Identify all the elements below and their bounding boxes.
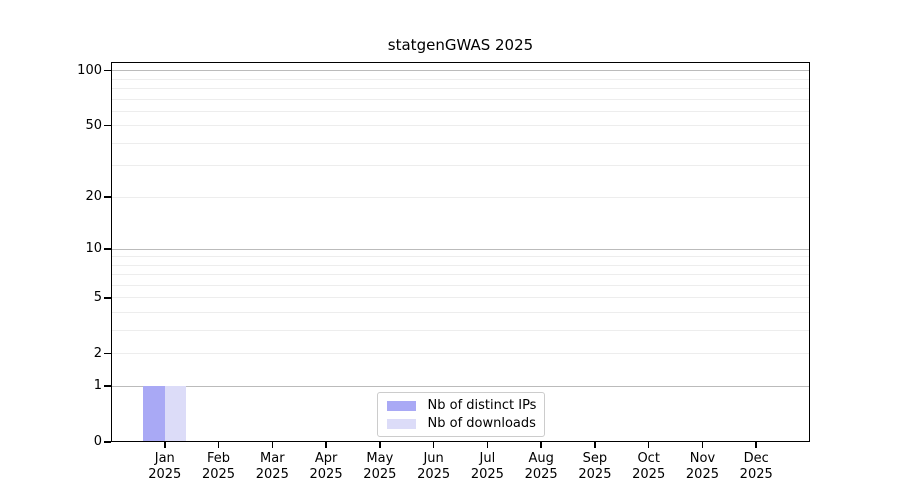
minor-gridline	[111, 312, 810, 314]
x-tick-label-line: Sep	[582, 451, 608, 466]
x-tick-label-line: 2025	[685, 467, 719, 482]
x-tick-label-line: 2025	[255, 467, 289, 482]
y-tick-mark	[104, 196, 111, 198]
x-tick-label: Jan 2025	[125, 451, 205, 483]
minor-gridline	[111, 165, 810, 167]
x-tick-label: Apr 2025	[286, 451, 366, 483]
x-tick-mark	[540, 442, 542, 448]
x-tick-label: May 2025	[340, 451, 420, 483]
chart-title: statgenGWAS 2025	[387, 36, 534, 54]
x-tick-label: Jun 2025	[394, 451, 474, 483]
y-tick-mark	[104, 441, 111, 443]
y-tick-mark	[104, 385, 111, 387]
y-tick-mark	[104, 248, 111, 250]
minor-gridline	[111, 297, 810, 299]
minor-gridline	[111, 256, 810, 258]
x-tick-mark	[486, 442, 489, 448]
minor-gridline	[111, 125, 810, 127]
minor-gridline	[111, 142, 810, 144]
legend: Nb of distinct IPs Nb of downloads	[376, 392, 545, 437]
x-tick-label-line: 2025	[363, 467, 397, 482]
x-tick-label-line: Jul	[479, 451, 496, 466]
y-tick-mark	[104, 69, 111, 72]
major-gridline	[111, 385, 810, 387]
x-tick-label: Dec 2025	[716, 451, 796, 483]
x-tick-label-line: May	[366, 451, 394, 466]
x-tick-mark	[164, 442, 166, 448]
x-tick-mark	[271, 442, 274, 448]
x-tick-label-line: 2025	[739, 467, 773, 482]
x-tick-label: Sep 2025	[555, 451, 635, 483]
x-tick-label-line: Dec	[743, 451, 769, 466]
x-tick-mark	[432, 442, 435, 448]
major-gridline	[111, 248, 810, 250]
x-tick-label-line: 2025	[578, 467, 612, 482]
legend-item: Nb of downloads	[386, 416, 536, 431]
x-tick-mark	[217, 442, 220, 448]
y-tick-label: 5	[93, 289, 102, 305]
x-tick-label: Mar 2025	[232, 451, 312, 483]
y-tick-label: 20	[85, 189, 102, 205]
y-tick-mark	[104, 297, 111, 299]
bar-distinct-ips	[143, 386, 165, 442]
minor-gridline	[111, 353, 810, 355]
legend-item: Nb of distinct IPs	[386, 398, 537, 413]
minor-gridline	[111, 110, 810, 112]
bar-downloads	[164, 386, 187, 442]
x-tick-label-line: 2025	[524, 467, 558, 482]
x-tick-label-line: 2025	[632, 467, 666, 482]
minor-gridline	[111, 284, 810, 286]
x-tick-label: Aug 2025	[501, 451, 581, 483]
x-tick-label-line: Jun	[423, 451, 444, 466]
y-tick-mark	[104, 124, 111, 127]
x-tick-label-line: Feb	[207, 451, 231, 466]
plot-frame	[111, 62, 810, 442]
legend-label: Nb of downloads	[427, 416, 536, 431]
x-tick-mark	[379, 442, 381, 448]
y-tick-label: 10	[85, 241, 102, 257]
x-tick-label: Nov 2025	[662, 451, 742, 483]
x-tick-label-line: Jan	[154, 451, 175, 466]
legend-swatch	[386, 418, 416, 429]
x-tick-label-line: 2025	[470, 467, 504, 482]
x-tick-label-line: 2025	[148, 467, 182, 482]
x-tick-label: Feb 2025	[179, 451, 259, 483]
minor-gridline	[111, 87, 810, 89]
x-tick-label-line: 2025	[417, 467, 451, 482]
y-tick-label: 1	[93, 378, 102, 394]
legend-swatch	[386, 400, 416, 411]
y-tick-label: 0	[93, 434, 102, 449]
x-tick-mark	[755, 442, 757, 448]
x-tick-label-line: Mar	[260, 451, 285, 466]
y-tick-label: 2	[93, 345, 102, 361]
minor-gridline	[111, 98, 810, 100]
x-tick-mark	[325, 442, 327, 448]
minor-gridline	[111, 196, 810, 198]
x-tick-label-line: Nov	[689, 451, 716, 466]
minor-gridline	[111, 264, 810, 266]
minor-gridline	[111, 274, 810, 276]
y-tick-mark	[104, 352, 111, 355]
x-tick-label-line: Apr	[314, 451, 338, 466]
minor-gridline	[111, 329, 810, 331]
minor-gridline	[111, 78, 810, 80]
x-tick-mark	[594, 442, 596, 448]
x-tick-mark	[701, 442, 704, 448]
y-tick-label: 100	[77, 62, 102, 78]
x-tick-label-line: 2025	[201, 467, 236, 482]
legend-label: Nb of distinct IPs	[427, 398, 537, 413]
x-tick-mark	[647, 442, 650, 448]
y-tick-label: 50	[85, 117, 102, 133]
x-tick-label: Oct 2025	[609, 451, 689, 483]
major-gridline	[111, 70, 810, 72]
x-tick-label-line: Aug	[528, 451, 554, 466]
x-tick-label-line: Oct	[637, 451, 660, 466]
x-tick-label-line: 2025	[309, 467, 343, 482]
x-tick-label: Jul 2025	[447, 451, 527, 483]
